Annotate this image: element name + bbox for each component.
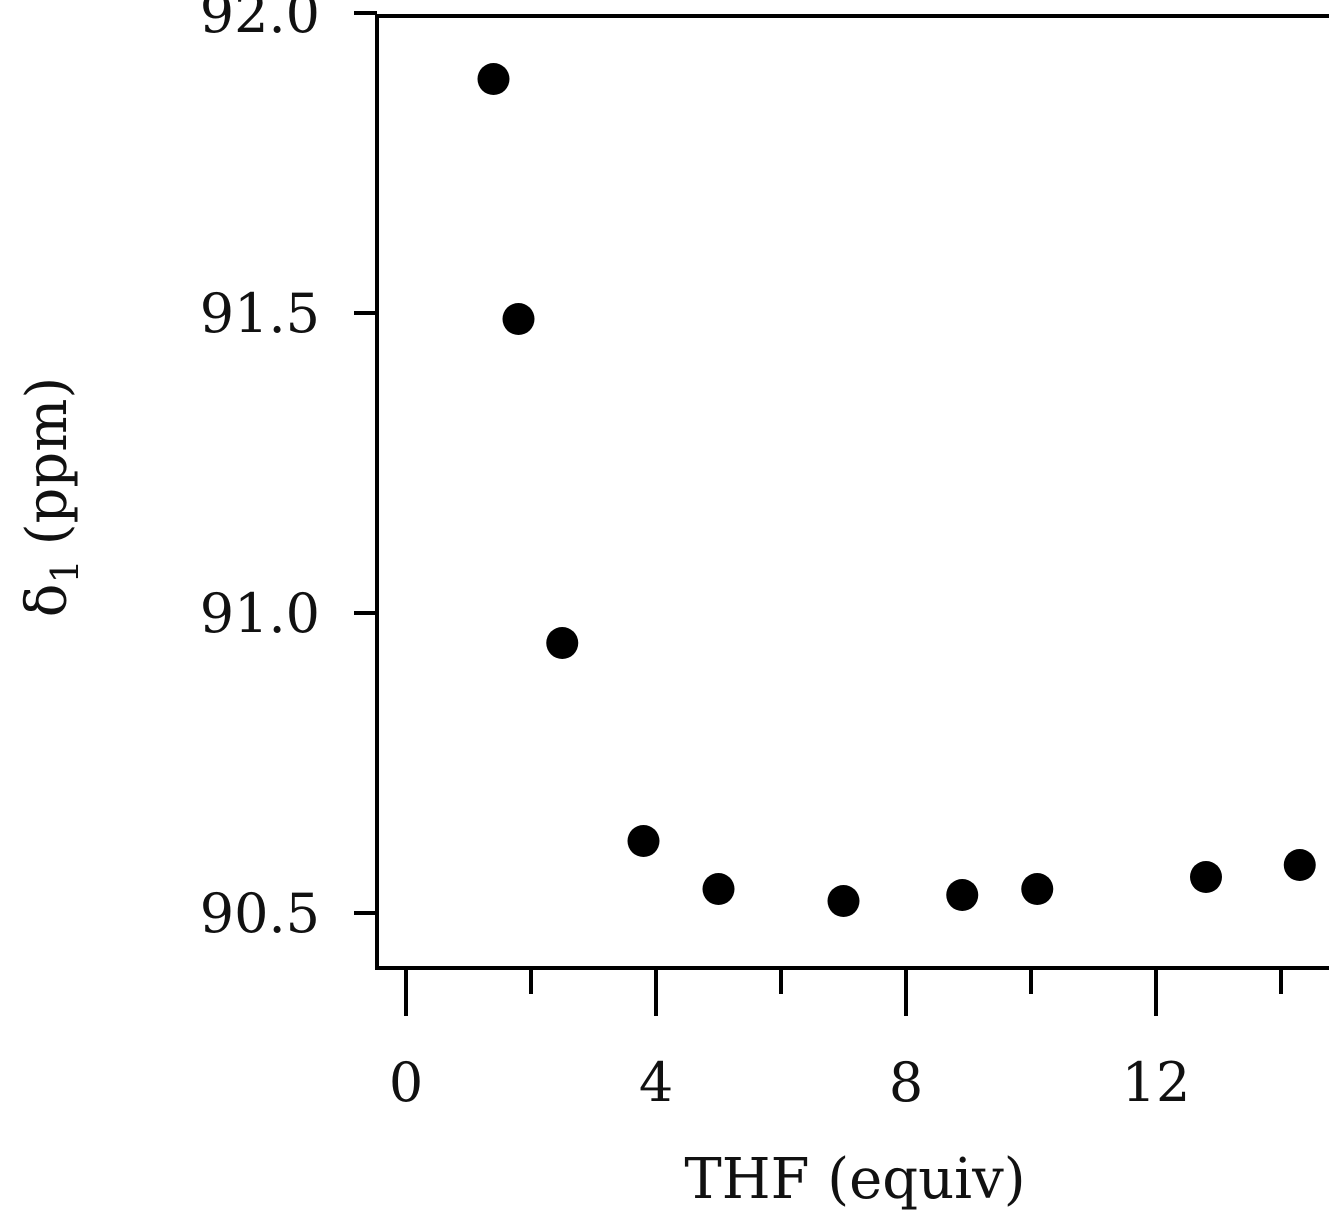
y-tick-label: 90.5 bbox=[200, 882, 320, 945]
data-point bbox=[627, 825, 660, 857]
data-point bbox=[827, 885, 860, 917]
y-axis-title-symbol: δ bbox=[15, 583, 80, 617]
y-tick-label: 91.0 bbox=[200, 582, 320, 645]
x-axis-ticks: 0 4 8 12 bbox=[389, 970, 1283, 1114]
data-point bbox=[502, 303, 535, 335]
x-tick-label: 0 bbox=[389, 1051, 423, 1114]
data-points bbox=[477, 63, 1316, 917]
y-tick-label: 91.5 bbox=[200, 282, 320, 345]
data-point bbox=[1190, 861, 1222, 893]
data-point bbox=[702, 873, 735, 905]
x-axis-title: THF (equiv) bbox=[684, 1147, 1025, 1212]
y-axis-title: δ1 (ppm) bbox=[15, 377, 87, 617]
x-tick-label: 12 bbox=[1122, 1051, 1191, 1114]
y-axis-title-subscript: 1 bbox=[43, 559, 87, 583]
data-point bbox=[477, 63, 510, 95]
x-tick-label: 4 bbox=[639, 1051, 673, 1114]
data-point bbox=[1283, 849, 1316, 881]
x-tick-label: 8 bbox=[889, 1051, 923, 1114]
plot-frame bbox=[375, 14, 1329, 970]
data-point bbox=[546, 627, 579, 659]
data-point bbox=[1021, 873, 1054, 905]
data-point bbox=[946, 879, 979, 911]
y-axis-title-unit: (ppm) bbox=[15, 377, 80, 546]
y-tick-label: 92.0 bbox=[200, 0, 320, 45]
y-axis-ticks: 90.591.091.592.092.593.0 bbox=[200, 0, 377, 945]
